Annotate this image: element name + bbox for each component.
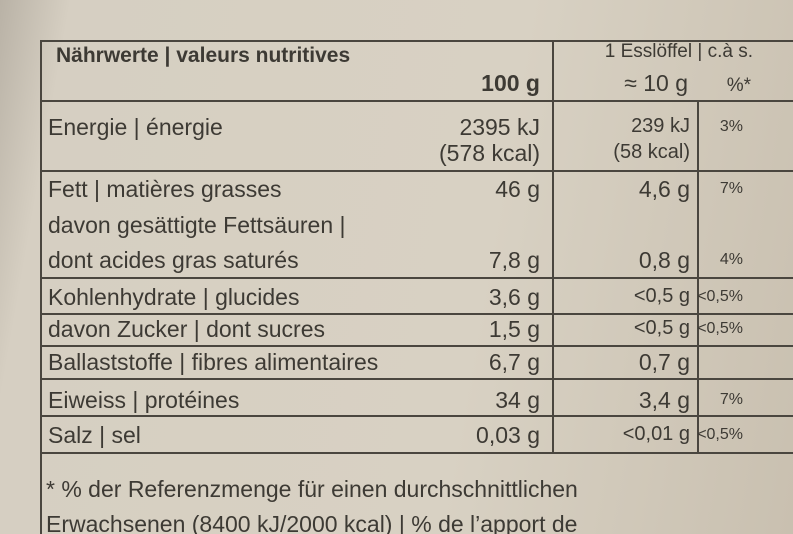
row-label: davon Zucker | dont sucres: [48, 316, 325, 342]
footnote: * % der Referenzmenge für einen durchsch…: [46, 476, 578, 502]
value-percent: 7%: [719, 391, 743, 408]
value-spoon: <0,01 g: [622, 423, 690, 445]
row-line: [40, 378, 793, 380]
row-label: Fett | matières grasses: [48, 176, 282, 202]
row-label: Salz | sel: [48, 422, 141, 448]
value-100g: 3,6 g: [488, 284, 540, 310]
row-line: [40, 452, 793, 454]
value-percent: 7%: [719, 180, 743, 197]
value-100g: 1,5 g: [488, 316, 540, 342]
value-percent: <0,5%: [697, 320, 743, 337]
value-spoon: 3,4 g: [638, 387, 690, 413]
col-line: [697, 100, 699, 452]
row-label: Ballaststoffe | fibres alimentaires: [48, 349, 379, 375]
row-label: Energie | énergie: [48, 114, 223, 140]
value-100g: 34 g: [495, 387, 540, 413]
value-spoon: (58 kcal): [613, 141, 690, 163]
value-100g: (578 kcal): [439, 140, 540, 166]
value-spoon: 239 kJ: [631, 115, 690, 137]
top-line: [40, 40, 793, 42]
value-percent: 3%: [719, 118, 743, 135]
row-line: [40, 170, 793, 172]
row-line: [40, 277, 793, 279]
value-100g: 6,7 g: [488, 349, 540, 375]
value-spoon: 4,6 g: [638, 176, 690, 202]
value-percent: 4%: [719, 251, 743, 268]
value-100g: 0,03 g: [476, 422, 540, 448]
row-label: dont acides gras saturés: [48, 247, 299, 273]
header-per100: 100 g: [481, 70, 540, 96]
value-100g: 7,8 g: [488, 247, 540, 273]
value-percent: <0,5%: [697, 288, 743, 305]
header-percent: %*: [726, 75, 751, 96]
row-label: Kohlenhydrate | glucides: [48, 284, 300, 310]
row-label: davon gesättigte Fettsäuren |: [48, 212, 346, 238]
col-line: [40, 40, 42, 534]
value-100g: 2395 kJ: [459, 114, 540, 140]
row-line: [40, 415, 793, 417]
footnote: Erwachsenen (8400 kJ/2000 kcal) | % de l…: [46, 511, 578, 534]
header-per-spoon: 1 Esslöffel | c.à s.: [604, 41, 753, 62]
value-spoon: <0,5 g: [633, 317, 690, 339]
col-line: [552, 40, 554, 452]
header-per-spoon: ≈ 10 g: [624, 70, 688, 96]
row-label: Eiweiss | protéines: [48, 387, 240, 413]
row-line: [40, 100, 793, 102]
value-spoon: 0,7 g: [638, 349, 690, 375]
header-label: Nährwerte | valeurs nutritives: [56, 44, 351, 67]
value-percent: <0,5%: [697, 426, 743, 443]
value-100g: 46 g: [495, 176, 540, 202]
row-line: [40, 345, 793, 347]
value-spoon: 0,8 g: [638, 247, 690, 273]
row-line: [40, 313, 793, 315]
value-spoon: <0,5 g: [633, 285, 690, 307]
